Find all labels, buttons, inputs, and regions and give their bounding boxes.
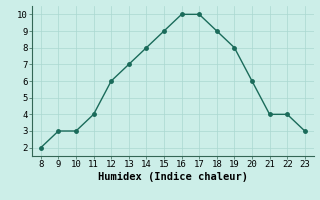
X-axis label: Humidex (Indice chaleur): Humidex (Indice chaleur) <box>98 172 248 182</box>
